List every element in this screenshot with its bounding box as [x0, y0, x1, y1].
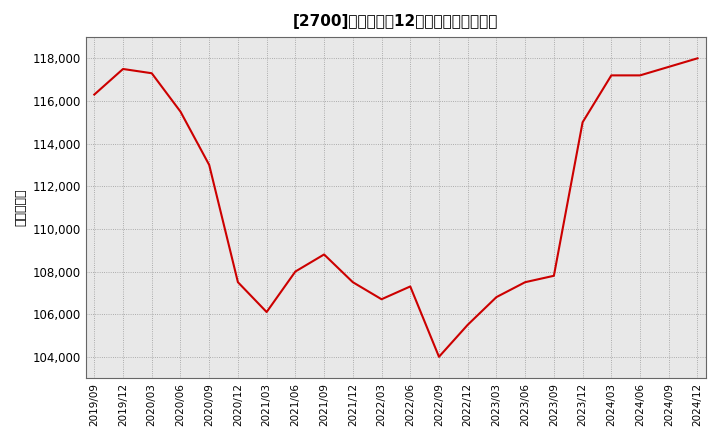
Title: [2700]　売上高の12か月移動合計の推移: [2700] 売上高の12か月移動合計の推移 [293, 14, 498, 29]
Y-axis label: （百万円）: （百万円） [14, 189, 27, 226]
